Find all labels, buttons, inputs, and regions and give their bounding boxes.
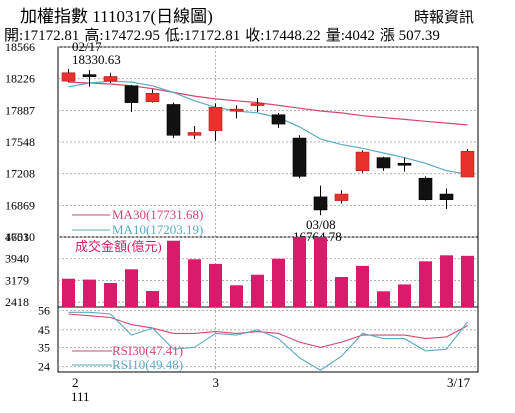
volume-bar — [418, 261, 433, 307]
candle-body — [460, 151, 475, 178]
price-tick-label: 17548 — [5, 135, 35, 149]
volume-bar — [61, 278, 76, 307]
rsi-line-rsi10 — [68, 311, 468, 371]
candle-body — [250, 103, 265, 106]
stat-volume: 量:4042 — [325, 28, 375, 44]
volume-tick-label: 2418 — [5, 295, 29, 309]
price-tick-label: 17887 — [5, 103, 35, 117]
volume-bar — [439, 255, 454, 307]
candle-body — [376, 157, 391, 169]
annotation-high-date: 02/17 — [72, 39, 102, 54]
volume-bar — [187, 259, 202, 307]
volume-bar — [271, 258, 286, 307]
volume-bar — [250, 274, 265, 307]
volume-bar — [145, 291, 160, 307]
candle-body — [82, 74, 97, 77]
legend-ma30: MA30(17731.68) — [112, 207, 203, 222]
rsi-tick-label: 56 — [38, 304, 50, 318]
volume-bar — [166, 240, 181, 307]
volume-bar — [229, 285, 244, 307]
price-tick-label: 16869 — [5, 198, 35, 212]
candle-body — [292, 137, 307, 177]
volume-bar — [124, 269, 139, 307]
stat-change: 漲 507.39 — [379, 28, 440, 44]
x-tick-label: 3 — [213, 375, 220, 390]
candle-body — [355, 151, 370, 172]
volume-tick-label: 4701 — [5, 230, 29, 244]
annotation-high-value: 18330.63 — [72, 52, 121, 67]
rsi-tick-label: 45 — [38, 323, 50, 337]
volume-bar — [397, 284, 412, 307]
stat-low: 低:17172.81 — [164, 28, 241, 44]
candle-body — [271, 114, 286, 125]
volume-bar — [460, 255, 475, 307]
rsi-tick-label: 35 — [38, 340, 50, 354]
candle-body — [187, 132, 202, 136]
candle-body — [334, 193, 349, 201]
volume-bar — [292, 237, 307, 307]
volume-bar — [334, 277, 349, 307]
candle-body — [229, 108, 244, 112]
volume-bar — [208, 263, 223, 307]
candle-body — [124, 85, 139, 103]
candle-body — [61, 72, 76, 82]
legend-rsi30: RSI30(47.41) — [112, 343, 183, 358]
volume-bar — [376, 291, 391, 307]
candle-body — [103, 76, 118, 82]
volume-bar — [82, 279, 97, 307]
legend-rsi10: RSI10(49.48) — [112, 357, 183, 372]
candle-body — [313, 196, 328, 211]
price-tick-label: 17208 — [5, 167, 35, 181]
volume-bar — [103, 283, 118, 307]
volume-tick-label: 3940 — [5, 252, 29, 266]
candle-body — [208, 106, 223, 131]
ma-line-ma10 — [68, 80, 468, 175]
price-tick-label: 18226 — [5, 72, 35, 86]
x-tick-label: 3/17 — [447, 375, 471, 390]
x-tick-label: 2 — [72, 375, 79, 390]
source-label: 時報資訊 — [414, 10, 475, 26]
candle-body — [439, 193, 454, 200]
chart-title: 加權指數 1110317(日線圖) — [20, 7, 213, 26]
stats-line: 開:17172.81 高:17472.95 低:17172.81 收:17448.22… — [4, 24, 445, 45]
candle-body — [166, 104, 181, 136]
stat-high: 高:17472.95 — [84, 28, 160, 44]
legend-ma10: MA10(17203.19) — [112, 222, 203, 237]
x-tick-sublabel: 111 — [71, 389, 90, 404]
stat-close: 收:17448.22 — [245, 28, 321, 44]
stat-open: 開:17172.81 — [4, 28, 80, 44]
candle-body — [145, 92, 160, 102]
price-tick-label: 16530 — [5, 230, 35, 244]
volume-bar — [313, 237, 328, 307]
candle-body — [418, 177, 433, 200]
annotation-low-date: 03/08 — [306, 217, 336, 232]
rsi-tick-label: 24 — [38, 360, 50, 374]
volume-bar — [355, 265, 370, 307]
price-tick-label: 18566 — [5, 40, 35, 54]
candle-body — [397, 162, 412, 166]
rsi-line-rsi30 — [68, 313, 468, 348]
volume-title: 成交金額(億元) — [75, 239, 162, 254]
volume-tick-label: 3179 — [5, 273, 29, 287]
